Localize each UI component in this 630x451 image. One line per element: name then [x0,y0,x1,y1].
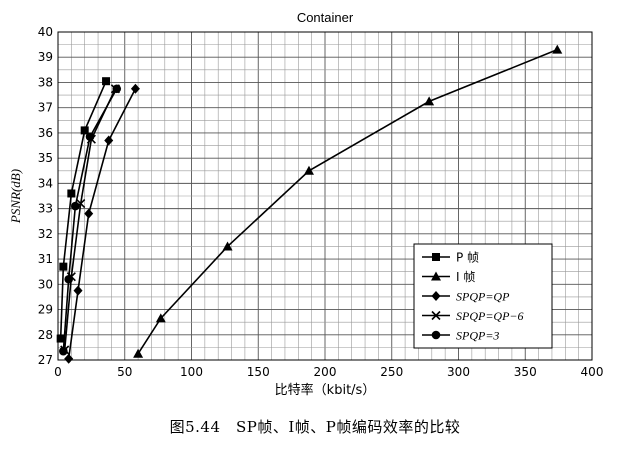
series-x [60,84,120,355]
data-point-triangle [552,44,563,54]
x-marker-stroke [431,310,441,321]
data-point-circle [64,274,73,284]
x-tick-label: 400 [581,365,604,379]
legend-marker-triangle [431,271,441,281]
y-tick-label: 37 [38,101,53,115]
y-tick-label: 34 [38,176,53,190]
chart: Container 0 50 100 150 200 250 300 350 400 27282… [8,10,603,398]
data-point-circle [59,346,68,356]
data-point-diamond [130,83,140,94]
legend: P 帧 I 帧 SPQP=QP SPQP=QP−6 SPQP=3 [413,243,553,349]
y-tick-label: 40 [38,25,53,39]
data-point-triangle [303,165,314,175]
data-point-square [80,126,89,135]
series-circle [59,84,122,356]
chart-title: Container [297,10,354,25]
data-point-triangle [424,96,435,106]
y-tick-label: 31 [38,252,53,266]
x-tick-label: 350 [514,365,537,379]
y-axis-label: PSNR(dB) [8,169,23,224]
legend-item-triangle: I 帧 [422,270,475,284]
x-tick-label: 300 [447,365,470,379]
x-tick-label: 150 [247,365,270,379]
data-point-diamond [104,135,114,146]
data-point-diamond [84,208,94,219]
legend-marker-circle [431,330,441,340]
legend-item-circle: SPQP=3 [422,329,499,343]
data-point-circle [71,201,80,211]
legend-marker-diamond [431,291,441,301]
y-tick-label: 36 [38,126,53,140]
y-axis-ticks: 27 28 29 30 31 32 33 34 35 36 37 38 39 40 [38,25,53,367]
y-tick-label: 33 [38,202,53,216]
y-tick-label: 30 [38,277,53,291]
x-tick-label: 50 [117,365,132,379]
legend-label: SPQP=QP−6 [456,309,524,323]
y-tick-label: 29 [38,303,53,317]
y-tick-label: 38 [38,75,53,89]
x-tick-label: 0 [54,365,62,379]
data-point-diamond [64,353,74,364]
legend-item-diamond: SPQP=QP [422,290,510,304]
legend-label: I 帧 [456,270,475,284]
legend-item-square: P 帧 [422,251,479,265]
x-tick-label: 250 [380,365,403,379]
series-square [56,77,111,343]
legend-label: SPQP=QP [456,290,510,304]
legend-marker-square [432,253,440,261]
y-tick-label: 27 [38,353,53,367]
series-diamond [64,83,140,364]
series-layer [56,44,563,364]
x-axis-ticks: 0 50 100 150 200 250 300 350 400 [54,365,603,379]
legend-label: P 帧 [456,251,479,265]
data-point-square [102,77,111,86]
y-tick-label: 39 [38,50,53,64]
data-point-circle [85,132,95,142]
y-tick-label: 28 [38,328,53,342]
y-tick-label: 35 [38,151,53,165]
legend-item-x: SPQP=QP−6 [422,309,524,323]
x-axis-label: 比特率（kbit/s） [275,382,376,398]
data-point-triangle [222,241,233,251]
x-tick-label: 200 [314,365,337,379]
legend-marker-x [431,310,441,321]
x-tick-label: 100 [180,365,203,379]
data-point-diamond [73,285,83,296]
plot-frame [57,31,593,361]
data-point-square [56,334,65,343]
data-point-triangle [133,348,144,358]
data-point-triangle [155,313,166,323]
data-point-circle [112,84,122,94]
series-line-triangle [137,48,558,355]
legend-label: SPQP=3 [456,329,499,343]
figure-caption: 图5.44 SP帧、I帧、P帧编码效率的比较 [169,418,461,436]
series-line-x [63,88,117,350]
y-tick-label: 32 [38,227,53,241]
series-triangle [133,44,563,358]
data-point-square [67,189,76,198]
data-point-square [59,262,68,271]
